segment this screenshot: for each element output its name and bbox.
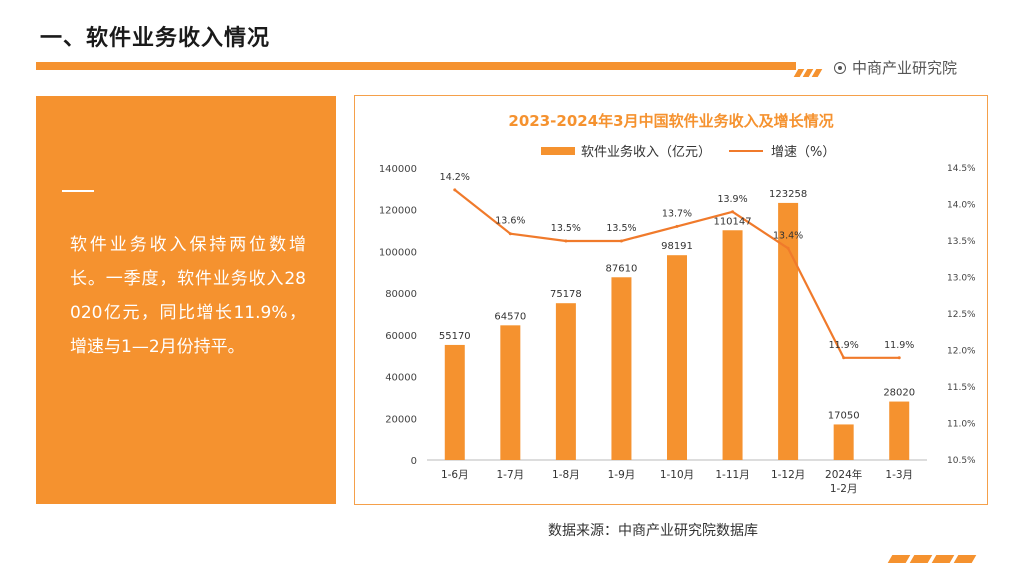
- line-point: [453, 188, 457, 192]
- line-point: [842, 356, 846, 360]
- chart-container: 2023-2024年3月中国软件业务收入及增长情况软件业务收入（亿元） 增速（%）…: [354, 95, 988, 505]
- y-right-tick-label: 13.5%: [947, 237, 976, 247]
- data-source: 数据来源：中商产业研究院数据库: [548, 523, 758, 539]
- y-right-tick-label: 11.0%: [947, 420, 976, 430]
- y-left-tick-label: 40000: [385, 373, 417, 384]
- y-left-tick-label: 60000: [385, 331, 417, 342]
- bar-value-label: 55170: [439, 331, 471, 342]
- x-tick-label: 1-8月: [552, 469, 580, 481]
- line-value-label: 11.9%: [829, 340, 859, 351]
- line-value-label: 13.4%: [773, 230, 803, 241]
- x-tick-label: 1-2月: [830, 483, 858, 495]
- summary-panel: 软件业务收入保持两位数增长。一季度，软件业务收入28020亿元，同比增长11.9…: [36, 96, 336, 504]
- x-tick-label: 1-6月: [441, 469, 469, 481]
- legend-label-bar: 软件业务收入（亿元）: [581, 144, 711, 160]
- line-point: [619, 239, 623, 243]
- bar: [889, 401, 910, 460]
- line-point: [786, 246, 790, 250]
- panel-divider: [62, 190, 94, 192]
- line-point: [731, 210, 735, 214]
- x-tick-label: 1-3月: [885, 469, 913, 481]
- y-left-tick-label: 20000: [385, 414, 417, 425]
- line-value-label: 13.7%: [662, 208, 692, 219]
- bar: [500, 325, 521, 460]
- line-value-label: 13.5%: [606, 223, 636, 234]
- bar: [444, 344, 465, 460]
- target-icon: [834, 61, 846, 74]
- y-right-tick-label: 13.0%: [947, 274, 976, 284]
- chart-title: 2023-2024年3月中国软件业务收入及增长情况: [508, 112, 833, 130]
- legend-label-line: 增速（%）: [771, 145, 835, 160]
- bar-value-label: 87610: [606, 263, 638, 274]
- line-value-label: 13.9%: [717, 194, 747, 205]
- line-value-label: 13.5%: [551, 223, 581, 234]
- bar-value-label: 98191: [661, 241, 693, 252]
- y-right-tick-label: 14.5%: [947, 164, 976, 174]
- x-tick-label: 1-12月: [771, 469, 805, 481]
- line-value-label: 13.6%: [495, 216, 525, 227]
- bar: [611, 277, 632, 460]
- bar: [555, 303, 576, 460]
- brand-name: 中商产业研究院: [852, 59, 958, 77]
- line-value-label: 11.9%: [884, 340, 914, 351]
- footer-stripes: [887, 548, 1000, 563]
- x-tick-label: 1-10月: [660, 469, 694, 481]
- x-tick-label: 1-7月: [497, 469, 525, 481]
- header-accent-bar: [36, 62, 796, 70]
- summary-text: 软件业务收入保持两位数增长。一季度，软件业务收入28020亿元，同比增长11.9…: [70, 235, 306, 357]
- line-point: [508, 232, 512, 236]
- header-stripes: [793, 62, 826, 77]
- bar: [667, 255, 687, 460]
- y-right-tick-label: 10.5%: [947, 456, 976, 466]
- bar: [722, 230, 743, 460]
- line-point: [897, 356, 901, 360]
- bar-value-label: 75178: [550, 289, 582, 300]
- y-left-tick-label: 140000: [379, 164, 417, 175]
- y-right-tick-label: 14.0%: [947, 201, 976, 211]
- y-left-tick-label: 100000: [379, 247, 417, 258]
- line-point: [675, 224, 679, 228]
- x-tick-label: 1-9月: [608, 469, 636, 481]
- line-point: [564, 239, 568, 243]
- brand: 中商产业研究院: [834, 57, 957, 78]
- y-left-tick-label: 80000: [385, 289, 417, 300]
- y-left-tick-label: 120000: [379, 206, 417, 217]
- y-left-tick-label: 0: [411, 456, 417, 467]
- y-right-tick-label: 12.5%: [947, 310, 976, 320]
- line-value-label: 14.2%: [440, 172, 470, 183]
- x-tick-label: 1-11月: [715, 469, 749, 481]
- bar: [833, 424, 854, 460]
- y-right-tick-label: 12.0%: [947, 347, 976, 357]
- x-tick-label: 2024年: [825, 468, 862, 481]
- y-right-tick-label: 11.5%: [947, 383, 976, 393]
- bar-value-label: 28020: [883, 388, 915, 399]
- page-title: 一、软件业务收入情况: [40, 26, 271, 51]
- bar-value-label: 17050: [828, 410, 860, 421]
- bar-value-label: 110147: [713, 216, 751, 227]
- bar-value-label: 64570: [494, 311, 526, 322]
- bar-value-label: 123258: [769, 189, 807, 200]
- legend-swatch-bar: [541, 147, 575, 155]
- bar: [778, 202, 799, 460]
